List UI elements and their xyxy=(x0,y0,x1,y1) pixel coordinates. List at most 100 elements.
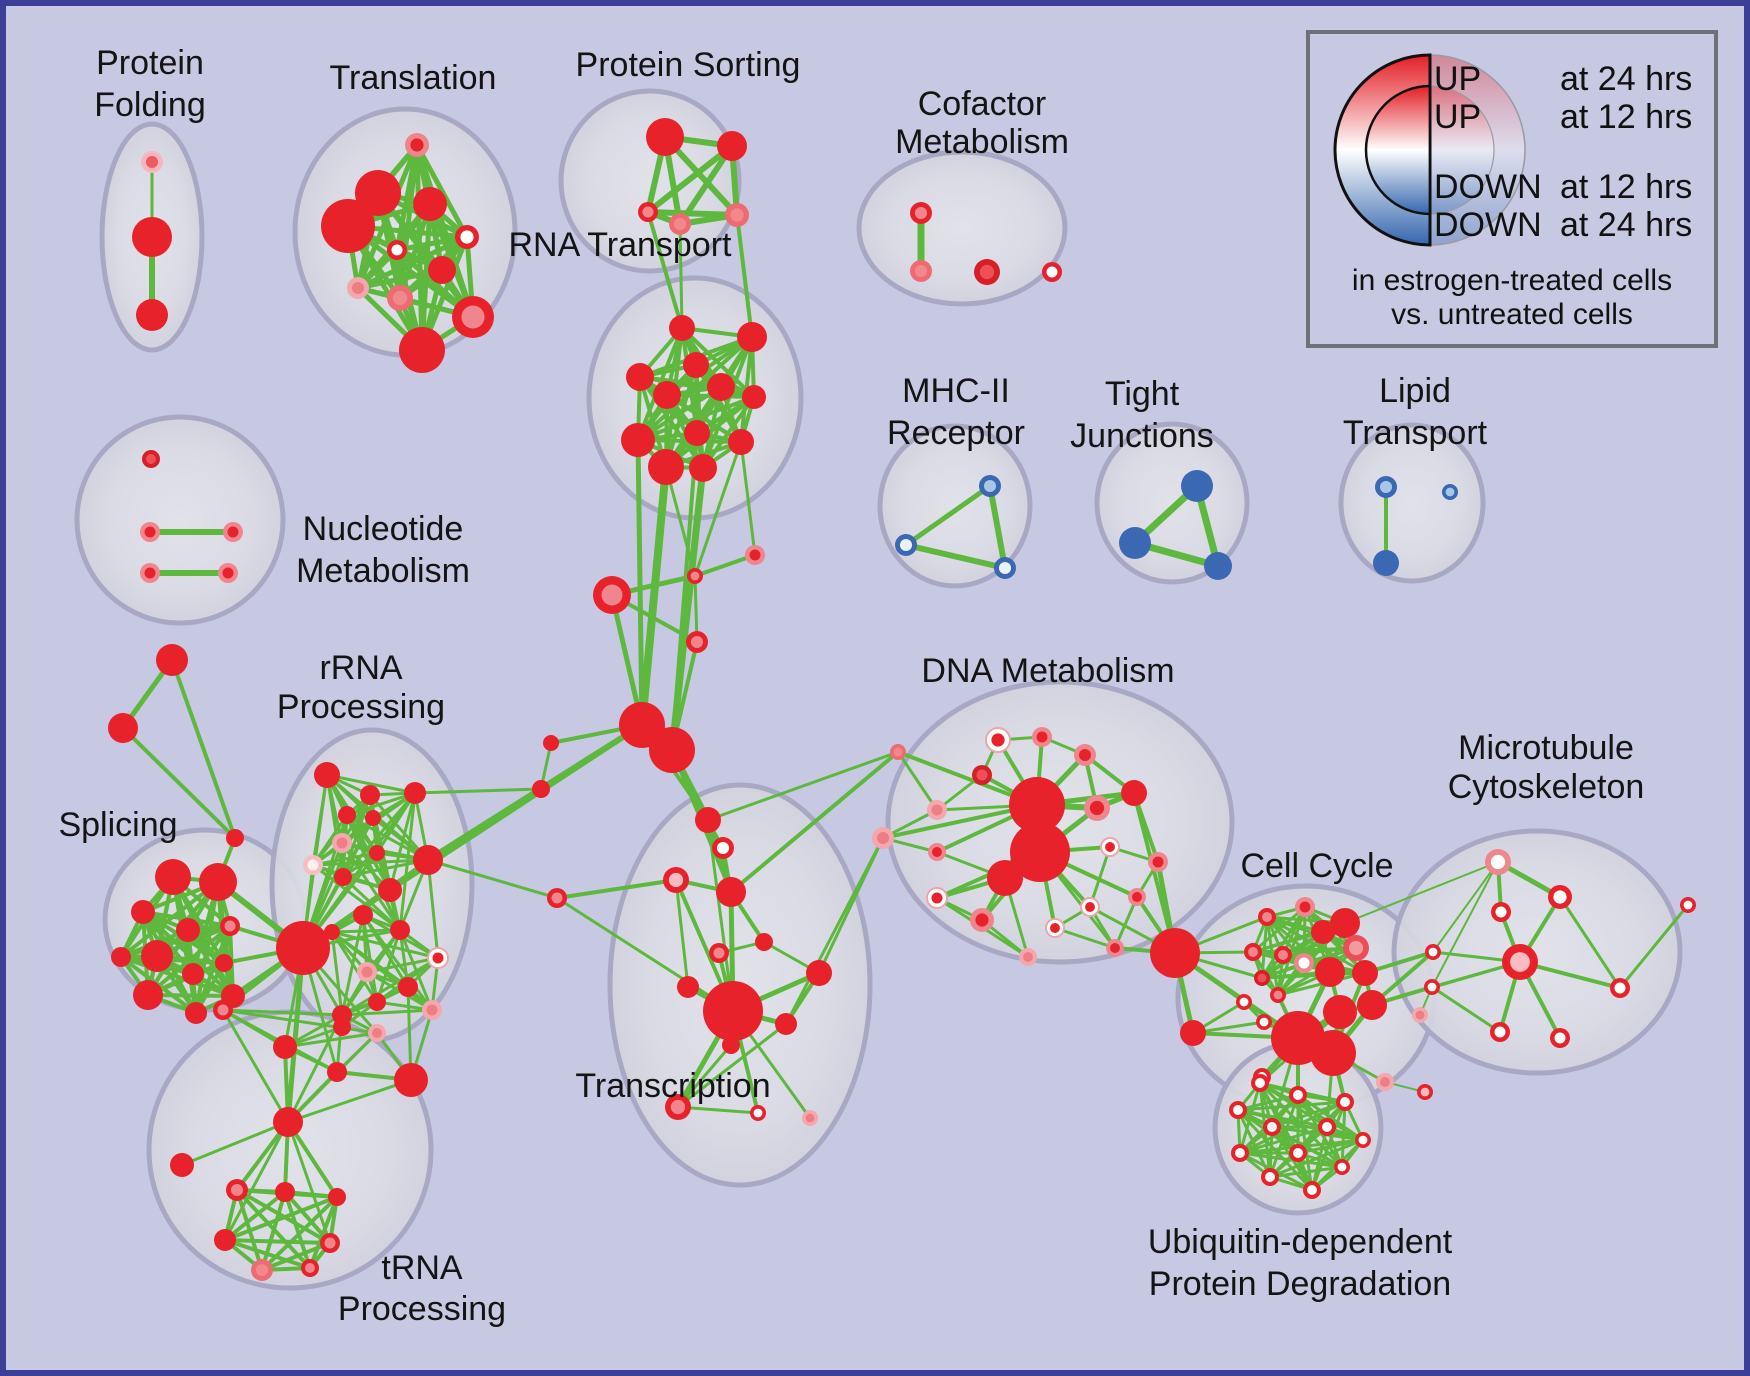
gene-node xyxy=(728,429,754,455)
gene-node-ring xyxy=(332,1005,352,1025)
gene-node xyxy=(1180,1020,1206,1046)
legend-time-label: at 12 hrs xyxy=(1560,168,1692,206)
network-edge xyxy=(414,787,542,795)
gene-node-ring xyxy=(378,878,402,902)
gene-node-ring xyxy=(321,199,375,253)
gene-node xyxy=(111,947,131,967)
gene-node xyxy=(1357,990,1387,1020)
gene-node xyxy=(1330,908,1360,938)
cluster-label-tj: Junctions xyxy=(1070,417,1214,455)
network-edge xyxy=(638,375,705,470)
gene-node-ring xyxy=(413,845,443,875)
cluster-ellipse-lt xyxy=(1338,422,1486,584)
gene-node xyxy=(979,475,1001,497)
gene-node xyxy=(974,259,1000,285)
gene-node xyxy=(1417,1084,1433,1100)
legend-direction-label: UP xyxy=(1434,98,1481,136)
gene-node-ring xyxy=(1009,777,1065,833)
gene-node xyxy=(413,845,443,875)
gene-node xyxy=(1318,1118,1336,1136)
network-edge xyxy=(677,1022,787,1109)
gene-node-core xyxy=(979,264,995,280)
gene-node xyxy=(368,993,386,1011)
network-edge xyxy=(1271,1100,1346,1129)
gene-node-ring xyxy=(273,1107,303,1137)
cluster-label-nm: Metabolism xyxy=(296,552,470,590)
gene-node-core xyxy=(1428,947,1438,957)
network-edge xyxy=(331,928,401,934)
gene-node xyxy=(646,118,684,156)
gene-node xyxy=(653,381,681,409)
gene-node-core xyxy=(227,526,239,538)
gene-node-core xyxy=(1553,890,1567,904)
network-edge xyxy=(674,879,690,988)
gene-node xyxy=(1231,1144,1249,1162)
gene-node xyxy=(910,260,932,282)
network-edge xyxy=(222,1008,343,1017)
gene-node xyxy=(709,943,729,963)
gene-node xyxy=(712,837,734,859)
gene-node-core xyxy=(1490,854,1506,870)
gene-node xyxy=(1074,744,1096,766)
gene-node-core xyxy=(1427,982,1437,992)
gene-node xyxy=(1106,939,1124,957)
gene-node-core xyxy=(673,217,687,231)
gene-node-ring xyxy=(111,947,131,967)
gene-node xyxy=(369,845,385,861)
gene-node-core xyxy=(690,635,704,649)
gene-node xyxy=(1289,1144,1307,1162)
gene-node-core xyxy=(1023,952,1033,962)
gene-node xyxy=(378,878,402,902)
gene-node xyxy=(455,225,479,249)
gene-node xyxy=(722,1036,740,1054)
gene-node-core xyxy=(1235,1148,1245,1158)
gene-node-ring xyxy=(742,385,766,409)
gene-node-ring xyxy=(626,363,654,391)
gene-node-ring xyxy=(648,449,684,485)
gene-node-core xyxy=(1298,957,1310,969)
gene-node-ring xyxy=(365,810,381,826)
gene-node-core xyxy=(1265,1172,1275,1182)
network-edge xyxy=(170,659,237,839)
network-edge xyxy=(1239,1125,1328,1155)
gene-node-ring xyxy=(1310,1030,1356,1076)
gene-node-ring xyxy=(136,299,168,331)
gene-node xyxy=(405,133,429,157)
network-edge xyxy=(331,930,439,960)
gene-node-ring xyxy=(275,1182,295,1202)
network-edge xyxy=(426,859,440,959)
gene-node-core xyxy=(1248,947,1258,957)
gene-node xyxy=(170,1153,194,1177)
cluster-label-mt: Cytoskeleton xyxy=(1448,768,1645,806)
gene-node xyxy=(140,522,160,542)
gene-node-ring xyxy=(1180,1020,1206,1046)
gene-node xyxy=(970,908,994,932)
network-edge xyxy=(224,1195,338,1242)
gene-node-core xyxy=(1445,487,1455,497)
cluster-label-lt: Transport xyxy=(1343,414,1488,452)
cluster-label-tj: Tight xyxy=(1105,375,1180,413)
network-edge xyxy=(678,223,684,329)
network-edge xyxy=(223,1121,290,1241)
gene-node-core xyxy=(893,747,903,757)
legend-direction-label: DOWN xyxy=(1434,168,1542,206)
network-edge xyxy=(1297,1138,1364,1155)
gene-node-ring xyxy=(737,322,767,352)
gene-node-core xyxy=(144,526,156,538)
labels-layer: Protein Folding Translation Protein Sorting… xyxy=(58,44,1644,1328)
network-edge xyxy=(120,924,231,959)
gene-node xyxy=(276,921,330,975)
gene-node-ring xyxy=(369,845,385,861)
gene-node-ring xyxy=(728,429,754,455)
legend-time-label: at 24 hrs xyxy=(1560,60,1692,98)
cluster-ellipse-cf xyxy=(856,149,1068,307)
gene-node-ring xyxy=(695,807,721,833)
network-edge xyxy=(639,375,755,399)
gene-node-ring xyxy=(1315,957,1345,987)
gene-node xyxy=(687,568,703,584)
gene-node xyxy=(220,916,240,936)
network-edge xyxy=(664,395,756,469)
network-edge xyxy=(312,863,401,932)
legend-glyph-inner-right xyxy=(1429,85,1495,215)
